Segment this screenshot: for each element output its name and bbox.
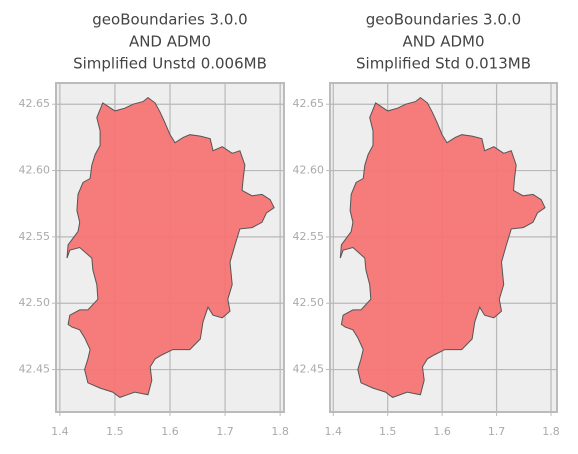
boundary <box>339 96 546 398</box>
y-tick-label: 42.60 <box>293 164 325 177</box>
y-tick-label: 42.55 <box>293 230 325 243</box>
y-tick-label: 42.45 <box>19 363 51 376</box>
x-tick-label: 1.4 <box>325 425 343 438</box>
y-tick-label: 42.45 <box>293 363 325 376</box>
x-tick-label: 1.5 <box>106 425 124 438</box>
panel-title: geoBoundaries 3.0.0 <box>366 11 521 29</box>
x-tick-label: 1.8 <box>271 425 289 438</box>
panel-title: Simplified Unstd 0.006MB <box>73 55 267 73</box>
y-tick-label: 42.65 <box>293 97 325 110</box>
panel-title: AND ADM0 <box>129 33 211 51</box>
x-tick-label: 1.7 <box>488 425 506 438</box>
y-tick-label: 42.50 <box>19 296 51 309</box>
x-tick-label: 1.6 <box>433 425 451 438</box>
x-tick-label: 1.5 <box>379 425 397 438</box>
x-tick-label: 1.6 <box>161 425 179 438</box>
y-tick-label: 42.55 <box>19 230 51 243</box>
panel-title: AND ADM0 <box>402 33 484 51</box>
x-tick-label: 1.8 <box>542 425 560 438</box>
x-tick-label: 1.7 <box>216 425 234 438</box>
panel-title: geoBoundaries 3.0.0 <box>92 11 247 29</box>
panel-title: Simplified Std 0.013MB <box>356 55 531 73</box>
boundary <box>66 96 275 398</box>
y-tick-label: 42.65 <box>19 97 51 110</box>
x-tick-label: 1.4 <box>51 425 69 438</box>
y-tick-label: 42.50 <box>293 296 325 309</box>
y-tick-label: 42.60 <box>19 164 51 177</box>
